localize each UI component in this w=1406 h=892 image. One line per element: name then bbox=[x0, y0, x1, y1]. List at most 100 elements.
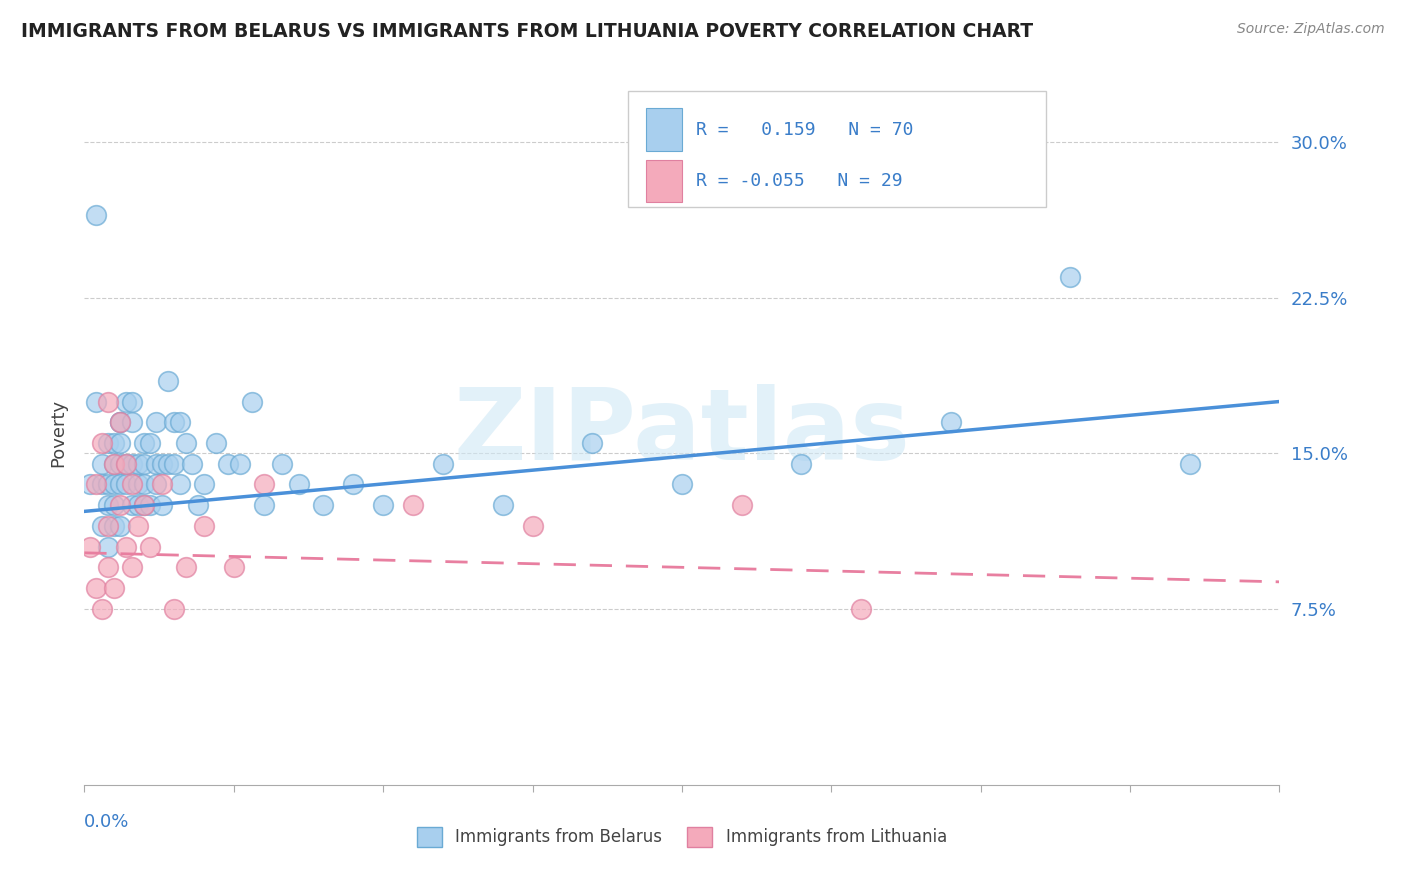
Point bbox=[150, 457, 173, 471]
Point bbox=[127, 477, 149, 491]
Point bbox=[150, 498, 173, 512]
Point bbox=[86, 208, 108, 222]
Point bbox=[731, 498, 754, 512]
FancyBboxPatch shape bbox=[628, 91, 1046, 207]
Point bbox=[103, 581, 125, 595]
Point bbox=[115, 477, 138, 491]
Point bbox=[110, 457, 132, 471]
Point bbox=[790, 457, 813, 471]
Text: 0.0%: 0.0% bbox=[84, 814, 129, 831]
Point bbox=[342, 477, 364, 491]
Point bbox=[288, 477, 311, 491]
Point bbox=[181, 457, 204, 471]
Point bbox=[97, 560, 120, 574]
Point bbox=[91, 602, 114, 616]
Point bbox=[97, 436, 120, 450]
Point bbox=[132, 436, 156, 450]
Text: ZIPatlas: ZIPatlas bbox=[454, 384, 910, 481]
Y-axis label: Poverty: Poverty bbox=[49, 399, 67, 467]
Point bbox=[174, 436, 197, 450]
Point bbox=[97, 519, 120, 533]
Bar bbox=[647, 109, 682, 151]
Point bbox=[1178, 457, 1201, 471]
Point bbox=[103, 457, 125, 471]
Point bbox=[1059, 270, 1081, 285]
Bar bbox=[647, 160, 682, 202]
Point bbox=[115, 540, 138, 554]
Point bbox=[127, 519, 149, 533]
Point bbox=[139, 498, 162, 512]
Point bbox=[253, 477, 276, 491]
Point bbox=[103, 477, 125, 491]
Point bbox=[121, 498, 143, 512]
Point bbox=[86, 581, 108, 595]
Point bbox=[97, 477, 120, 491]
Point bbox=[110, 415, 132, 429]
Point bbox=[103, 457, 125, 471]
Point bbox=[110, 519, 132, 533]
Point bbox=[163, 602, 186, 616]
Text: R = -0.055   N = 29: R = -0.055 N = 29 bbox=[696, 171, 903, 190]
Point bbox=[91, 436, 114, 450]
Point bbox=[132, 457, 156, 471]
Point bbox=[671, 477, 693, 491]
Point bbox=[270, 457, 292, 471]
Point bbox=[373, 498, 395, 512]
Point bbox=[939, 415, 962, 429]
Point bbox=[222, 560, 245, 574]
Point bbox=[163, 457, 186, 471]
Point bbox=[132, 498, 156, 512]
Point bbox=[91, 519, 114, 533]
Point bbox=[79, 540, 101, 554]
Point bbox=[127, 457, 149, 471]
Point bbox=[103, 519, 125, 533]
Point bbox=[115, 457, 138, 471]
Point bbox=[110, 436, 132, 450]
Point bbox=[187, 498, 209, 512]
Point bbox=[851, 602, 873, 616]
Point bbox=[253, 498, 276, 512]
Point bbox=[402, 498, 425, 512]
Point bbox=[132, 477, 156, 491]
Point bbox=[121, 477, 143, 491]
Point bbox=[86, 477, 108, 491]
Point bbox=[127, 498, 149, 512]
Point bbox=[115, 457, 138, 471]
Point bbox=[132, 498, 156, 512]
Point bbox=[522, 519, 544, 533]
Point bbox=[145, 477, 167, 491]
Point bbox=[581, 436, 603, 450]
Point bbox=[169, 477, 191, 491]
Point bbox=[103, 436, 125, 450]
Point bbox=[97, 540, 120, 554]
Point bbox=[193, 519, 215, 533]
Point bbox=[121, 457, 143, 471]
Point bbox=[110, 415, 132, 429]
Point bbox=[110, 498, 132, 512]
Point bbox=[432, 457, 454, 471]
Point bbox=[121, 560, 143, 574]
Point bbox=[492, 498, 515, 512]
Point bbox=[312, 498, 335, 512]
Point bbox=[121, 394, 143, 409]
Point bbox=[91, 457, 114, 471]
Point bbox=[110, 415, 132, 429]
Legend: Immigrants from Belarus, Immigrants from Lithuania: Immigrants from Belarus, Immigrants from… bbox=[418, 827, 946, 847]
Point bbox=[193, 477, 215, 491]
Text: R =   0.159   N = 70: R = 0.159 N = 70 bbox=[696, 120, 914, 138]
Point bbox=[139, 540, 162, 554]
Point bbox=[240, 394, 263, 409]
Point bbox=[150, 477, 173, 491]
Point bbox=[157, 374, 180, 388]
Point bbox=[103, 498, 125, 512]
Point bbox=[86, 394, 108, 409]
Point bbox=[91, 477, 114, 491]
Point bbox=[97, 498, 120, 512]
Point bbox=[163, 415, 186, 429]
Point bbox=[174, 560, 197, 574]
Point bbox=[110, 477, 132, 491]
Point bbox=[139, 436, 162, 450]
Point bbox=[121, 415, 143, 429]
Point bbox=[145, 415, 167, 429]
Point bbox=[157, 457, 180, 471]
